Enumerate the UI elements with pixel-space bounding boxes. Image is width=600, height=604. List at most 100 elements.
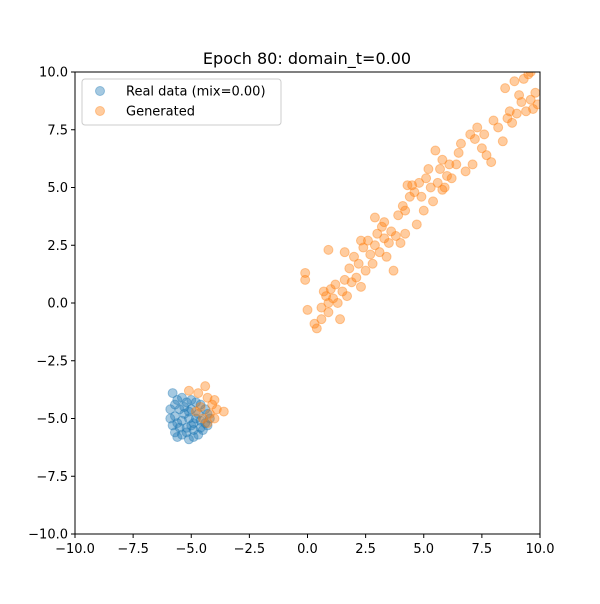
data-point <box>190 406 201 417</box>
y-tick-label: 10.0 <box>39 66 68 81</box>
data-point <box>300 267 311 278</box>
data-point <box>193 408 204 419</box>
legend: Real data (mix=0.00) Generated <box>81 78 282 126</box>
data-point <box>523 72 534 80</box>
data-point <box>188 431 199 442</box>
x-tick-label: −7.5 <box>117 542 149 557</box>
data-point <box>181 427 192 438</box>
data-point <box>479 129 490 140</box>
data-point <box>316 302 327 313</box>
data-point <box>179 401 190 412</box>
data-point <box>335 314 346 325</box>
data-point <box>197 413 208 424</box>
data-point <box>195 415 206 426</box>
data-point <box>200 404 211 415</box>
x-tick-label: 0.0 <box>297 542 318 557</box>
data-point <box>469 133 480 144</box>
data-point <box>339 274 350 285</box>
data-point <box>455 138 466 149</box>
data-point <box>404 191 415 202</box>
data-point <box>430 145 441 156</box>
data-point <box>507 117 518 128</box>
data-point <box>409 187 420 198</box>
data-point <box>400 228 411 239</box>
legend-label: Real data (mix=0.00) <box>126 85 266 100</box>
data-point <box>207 399 218 410</box>
data-point <box>197 425 208 436</box>
y-tick-label: 2.5 <box>47 239 68 254</box>
data-point <box>200 381 211 392</box>
data-point <box>346 277 357 288</box>
data-point <box>188 425 199 436</box>
data-point <box>432 177 443 188</box>
data-point <box>486 157 497 168</box>
data-point <box>472 122 483 133</box>
data-point <box>379 233 390 244</box>
data-point <box>190 413 201 424</box>
data-point <box>186 420 197 431</box>
data-point <box>195 399 206 410</box>
data-point <box>328 293 339 304</box>
data-point <box>421 173 432 184</box>
data-point <box>193 388 204 399</box>
data-point <box>423 164 434 175</box>
data-point <box>525 72 536 77</box>
data-point <box>218 406 229 417</box>
data-point <box>190 397 201 408</box>
data-point <box>181 397 192 408</box>
data-point <box>365 249 376 260</box>
data-point <box>521 106 532 117</box>
data-point <box>525 94 536 105</box>
data-point <box>174 404 185 415</box>
data-point <box>316 314 327 325</box>
x-tick-label: 10.0 <box>526 542 555 557</box>
data-point <box>360 265 371 276</box>
legend-box <box>81 78 282 126</box>
data-point <box>355 235 366 246</box>
y-tick-label: 5.0 <box>47 181 68 196</box>
data-point <box>209 413 220 424</box>
chart-title: Epoch 80: domain_t=0.00 <box>203 49 411 69</box>
y-tick-label: −5.0 <box>36 412 68 427</box>
data-point <box>369 240 380 251</box>
data-point <box>202 408 213 419</box>
data-point <box>437 184 448 195</box>
data-point <box>400 205 411 216</box>
data-point <box>493 122 504 133</box>
series-real-data <box>165 388 215 445</box>
data-point <box>511 108 522 119</box>
data-point <box>169 399 180 410</box>
data-point <box>500 83 511 94</box>
data-point <box>407 180 418 191</box>
data-point <box>372 228 383 239</box>
data-point <box>300 274 311 285</box>
data-point <box>309 318 320 329</box>
data-point <box>465 129 476 140</box>
data-point <box>460 166 471 177</box>
data-point <box>323 244 334 255</box>
data-point <box>481 150 492 161</box>
data-point <box>186 404 197 415</box>
data-point <box>418 205 429 216</box>
data-point <box>509 76 520 87</box>
y-tick-label: −2.5 <box>36 354 68 369</box>
data-point <box>183 413 194 424</box>
data-point <box>195 401 206 412</box>
x-tick-label: 2.5 <box>355 542 376 557</box>
x-tick-label: −2.5 <box>234 542 266 557</box>
data-point <box>374 247 385 258</box>
data-point <box>202 420 213 431</box>
data-point <box>176 392 187 403</box>
x-tick-label: −5.0 <box>175 542 207 557</box>
legend-label: Generated <box>126 105 195 120</box>
data-point <box>169 427 180 438</box>
data-point <box>330 279 341 290</box>
data-point <box>325 284 336 295</box>
data-point <box>349 251 359 262</box>
data-point <box>386 226 397 237</box>
y-tick-label: 7.5 <box>47 123 68 138</box>
data-point <box>311 323 322 334</box>
data-point <box>172 431 183 442</box>
